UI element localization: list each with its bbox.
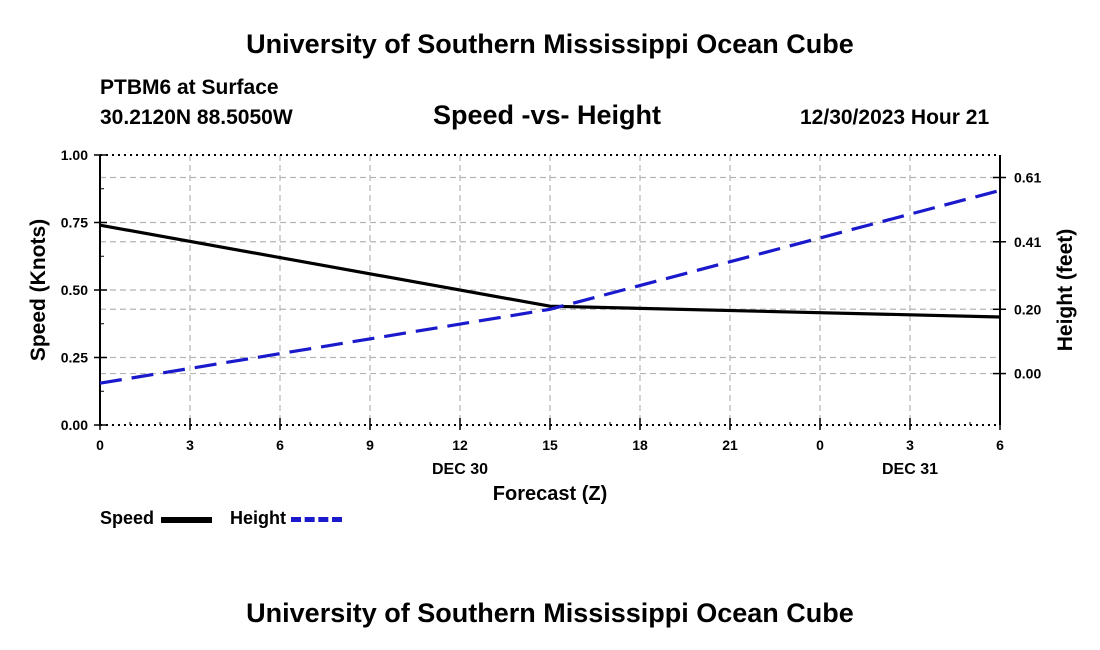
y2-axis-title: Height (feet) [1054,229,1077,352]
x-tick-label: 3 [906,437,914,453]
x-tick-label: 15 [542,437,558,453]
x-tick-label: 21 [722,437,738,453]
legend-speed-swatch [161,517,212,523]
x-axis-title: Forecast (Z) [493,483,607,505]
legend-height-label: Height [230,508,286,528]
x-tick-label: 0 [96,437,104,453]
coordinates-label: 30.2120N 88.5050W [100,106,293,129]
series-line-height [99,188,1001,385]
x-tick-label: 6 [996,437,1004,453]
chart-subtitle: Speed -vs- Height [433,100,662,130]
y-axis-title: Speed (Knots) [27,219,50,361]
right-tick-label: 0.61 [1014,170,1041,186]
left-tick-label: 1.00 [61,147,88,163]
x-tick-label: 0 [816,437,824,453]
x-tick-label: 18 [632,437,648,453]
series-line-speed [99,223,1001,319]
x-tick-label: 3 [186,437,194,453]
x-date-label: DEC 31 [882,461,938,478]
footer-title: University of Southern Mississippi Ocean… [246,598,854,628]
station-label: PTBM6 at Surface [100,76,279,99]
x-date-label: DEC 30 [432,461,488,478]
legend-speed-label: Speed [100,508,155,528]
x-tick-label: 6 [276,437,284,453]
main-title: University of Southern Mississippi Ocean… [246,29,854,59]
x-tick-label: 9 [366,437,374,453]
forecast-datetime: 12/30/2023 Hour 21 [800,106,990,129]
right-tick-label: 0.20 [1014,301,1041,317]
left-tick-label: 0.25 [61,350,88,366]
right-tick-label: 0.41 [1014,234,1041,250]
x-tick-label: 12 [452,437,468,453]
left-tick-label: 0.50 [61,282,88,298]
legend-height-swatch [291,517,342,522]
right-tick-label: 0.00 [1014,366,1041,382]
left-tick-label: 0.00 [61,417,88,433]
left-tick-label: 0.75 [61,215,88,231]
